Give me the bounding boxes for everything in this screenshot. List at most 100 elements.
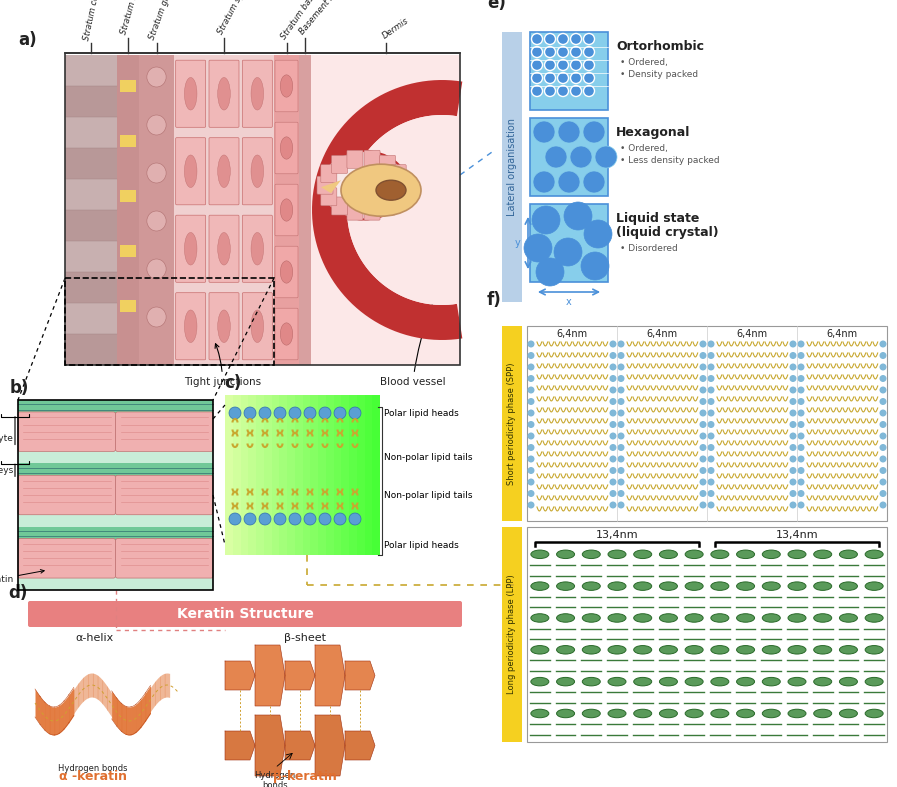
- Circle shape: [789, 386, 797, 394]
- Ellipse shape: [251, 155, 264, 187]
- Text: 13,4nm: 13,4nm: [596, 530, 639, 540]
- Bar: [225, 395, 232, 555]
- Circle shape: [259, 407, 271, 419]
- Ellipse shape: [633, 550, 652, 559]
- Text: • Ordered,: • Ordered,: [620, 144, 668, 153]
- Bar: [240, 395, 248, 555]
- Circle shape: [617, 478, 624, 486]
- Bar: [120, 80, 136, 92]
- FancyBboxPatch shape: [275, 184, 298, 236]
- Circle shape: [700, 433, 707, 439]
- Circle shape: [879, 386, 886, 394]
- Circle shape: [609, 409, 616, 416]
- Text: Corneocyte: Corneocyte: [0, 434, 13, 443]
- Text: Stratum basale: Stratum basale: [279, 0, 323, 41]
- Ellipse shape: [147, 307, 166, 327]
- Circle shape: [617, 398, 624, 405]
- Ellipse shape: [531, 550, 549, 559]
- Circle shape: [879, 433, 886, 439]
- Bar: [174, 55, 274, 365]
- Circle shape: [259, 513, 271, 525]
- Ellipse shape: [280, 75, 292, 97]
- FancyBboxPatch shape: [176, 60, 205, 127]
- Bar: [65, 55, 117, 86]
- Circle shape: [334, 513, 346, 525]
- Circle shape: [708, 421, 715, 428]
- FancyBboxPatch shape: [116, 538, 213, 578]
- Text: • Less density packed: • Less density packed: [620, 156, 719, 165]
- Circle shape: [879, 478, 886, 486]
- FancyBboxPatch shape: [18, 412, 116, 452]
- Ellipse shape: [814, 709, 832, 718]
- Circle shape: [527, 501, 535, 508]
- Ellipse shape: [685, 678, 703, 686]
- Circle shape: [700, 456, 707, 463]
- Ellipse shape: [582, 582, 600, 590]
- FancyBboxPatch shape: [275, 309, 298, 360]
- Ellipse shape: [147, 115, 166, 135]
- Circle shape: [708, 386, 715, 394]
- Circle shape: [617, 364, 624, 371]
- FancyBboxPatch shape: [379, 197, 396, 215]
- Bar: [65, 210, 117, 241]
- Circle shape: [797, 501, 805, 508]
- Ellipse shape: [556, 645, 575, 654]
- Circle shape: [558, 34, 569, 45]
- Ellipse shape: [736, 709, 754, 718]
- Circle shape: [879, 421, 886, 428]
- Circle shape: [564, 202, 592, 230]
- Text: b): b): [10, 379, 30, 397]
- Circle shape: [532, 34, 543, 45]
- Circle shape: [583, 171, 605, 193]
- Circle shape: [319, 513, 331, 525]
- Ellipse shape: [319, 151, 407, 220]
- Bar: [274, 55, 299, 365]
- Circle shape: [700, 386, 707, 394]
- Circle shape: [244, 407, 256, 419]
- Bar: [18, 400, 213, 590]
- Circle shape: [581, 252, 609, 280]
- Ellipse shape: [147, 259, 166, 279]
- Circle shape: [274, 513, 286, 525]
- FancyBboxPatch shape: [275, 246, 298, 297]
- FancyBboxPatch shape: [18, 538, 116, 578]
- Ellipse shape: [762, 614, 780, 623]
- Circle shape: [609, 478, 616, 486]
- Ellipse shape: [185, 310, 197, 342]
- Text: α-helix: α-helix: [76, 633, 114, 643]
- Circle shape: [879, 341, 886, 348]
- Text: Stratum corneum: Stratum corneum: [83, 0, 106, 41]
- Circle shape: [700, 421, 707, 428]
- Ellipse shape: [608, 582, 626, 590]
- FancyBboxPatch shape: [390, 164, 406, 183]
- Circle shape: [700, 364, 707, 371]
- Bar: [18, 464, 213, 477]
- Circle shape: [304, 407, 316, 419]
- Ellipse shape: [556, 550, 575, 559]
- Ellipse shape: [556, 678, 575, 686]
- Polygon shape: [225, 731, 255, 760]
- Polygon shape: [347, 115, 457, 305]
- FancyBboxPatch shape: [364, 202, 380, 220]
- Circle shape: [789, 433, 797, 439]
- Ellipse shape: [659, 709, 677, 718]
- Circle shape: [789, 478, 797, 486]
- Polygon shape: [345, 661, 375, 690]
- FancyBboxPatch shape: [242, 60, 273, 127]
- Circle shape: [584, 72, 595, 83]
- FancyBboxPatch shape: [379, 155, 396, 173]
- Circle shape: [609, 341, 616, 348]
- Ellipse shape: [218, 155, 231, 187]
- Circle shape: [527, 433, 535, 439]
- FancyBboxPatch shape: [390, 188, 406, 205]
- Ellipse shape: [788, 709, 806, 718]
- Bar: [372, 395, 380, 555]
- Ellipse shape: [840, 550, 858, 559]
- Ellipse shape: [685, 645, 703, 654]
- Ellipse shape: [531, 582, 549, 590]
- Circle shape: [554, 238, 582, 266]
- Ellipse shape: [376, 180, 406, 200]
- Ellipse shape: [147, 67, 166, 87]
- Circle shape: [229, 407, 241, 419]
- FancyBboxPatch shape: [321, 188, 336, 205]
